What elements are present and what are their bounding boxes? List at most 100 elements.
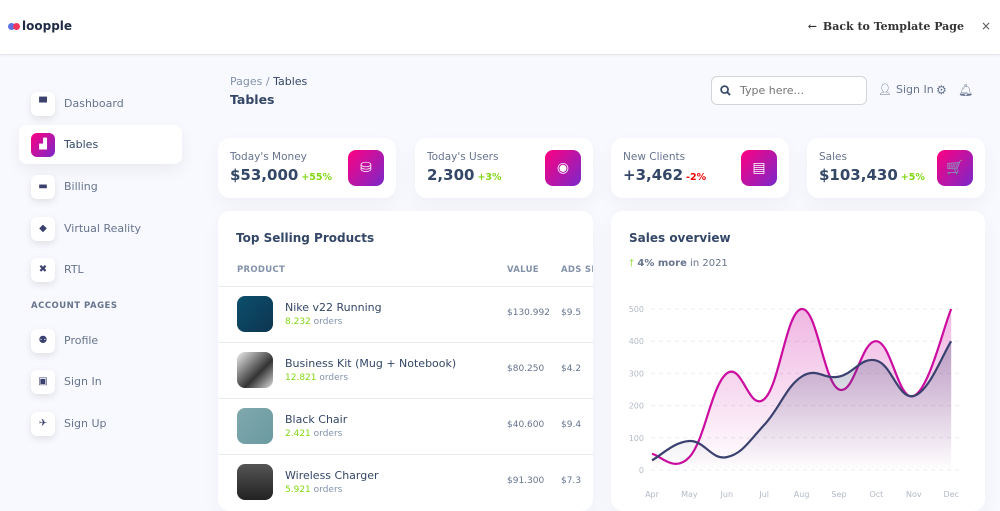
logo-icon bbox=[8, 22, 20, 30]
x-tick-label: Nov bbox=[906, 490, 922, 499]
page-title: Tables bbox=[230, 92, 275, 107]
stat-card: Today's Users 2,300 +3% ◉ bbox=[415, 138, 593, 198]
sidebar-item-dashboard[interactable]: ▀ Dashboard bbox=[19, 84, 182, 123]
stat-card: Today's Money $53,000 +55% ⛁ bbox=[218, 138, 396, 198]
y-tick-label: 100 bbox=[629, 434, 644, 443]
sidebar-item-virtual-reality[interactable]: ◆ Virtual Reality bbox=[19, 209, 182, 248]
top-bar: loopple ← Back to Template Page × bbox=[0, 0, 1000, 55]
shop-icon: ▀ bbox=[31, 91, 55, 116]
stat-card: New Clients +3,462 -2% ▤ bbox=[611, 138, 789, 198]
product-value: $40.600 bbox=[507, 420, 545, 430]
orders-count: 5.921 bbox=[285, 485, 311, 495]
sidebar-item-label: Dashboard bbox=[64, 97, 124, 110]
sidebar-item-profile[interactable]: ⚉ Profile bbox=[19, 321, 182, 360]
table-title: Top Selling Products bbox=[236, 231, 375, 245]
sign-in-link[interactable]: 👤︎ Sign In bbox=[878, 83, 934, 96]
stat-value: $103,430 +5% bbox=[819, 166, 925, 184]
table-row[interactable]: Wireless Charger 5.921 orders $91.300 $7.3 bbox=[218, 454, 593, 510]
table-row[interactable]: Business Kit (Mug + Notebook) 12.821 orde… bbox=[218, 342, 593, 398]
orders-count: 12.821 bbox=[285, 373, 317, 383]
search-box[interactable] bbox=[711, 76, 867, 105]
series-area-2 bbox=[652, 341, 952, 470]
x-tick-label: Jun bbox=[720, 490, 734, 499]
y-tick-label: 0 bbox=[639, 466, 644, 475]
credit-card-icon: ▬ bbox=[31, 174, 55, 199]
back-label: Back to Template Page bbox=[822, 20, 964, 33]
subtitle-bold: 4% more bbox=[637, 258, 687, 269]
stat-change: +5% bbox=[900, 172, 925, 183]
product-ads-spent: $9.4 bbox=[561, 420, 582, 430]
stat-number: $53,000 bbox=[230, 166, 299, 184]
breadcrumb-current: Tables bbox=[273, 75, 308, 88]
y-tick-label: 300 bbox=[629, 369, 644, 378]
document-icon: ▣ bbox=[31, 369, 55, 394]
breadcrumb: Pages / Tables bbox=[230, 75, 307, 88]
orders-count: 8.232 bbox=[285, 317, 311, 327]
product-orders: 5.921 orders bbox=[285, 485, 342, 495]
sidebar-item-sign-up[interactable]: ✈ Sign Up bbox=[19, 404, 182, 443]
stat-card: Sales $103,430 +5% 🛒 bbox=[807, 138, 985, 198]
product-ads-spent: $4.2 bbox=[561, 364, 582, 374]
table-row[interactable]: Nike v22 Running 8.232 orders $130.992 $9.5 bbox=[218, 286, 593, 342]
sidebar-item-tables[interactable]: ▟ Tables bbox=[19, 125, 182, 164]
sidebar-item-billing[interactable]: ▬ Billing bbox=[19, 167, 182, 206]
stat-icon: ⛁ bbox=[348, 150, 384, 186]
stat-icon: ▤ bbox=[741, 150, 777, 186]
y-tick-label: 500 bbox=[629, 305, 644, 314]
product-ads-spent: $7.3 bbox=[561, 476, 582, 486]
gear-icon[interactable]: ⚙ bbox=[936, 83, 947, 97]
breadcrumb-separator: / bbox=[265, 75, 270, 88]
orders-label: orders bbox=[319, 373, 349, 383]
customer-support-icon: ⚉ bbox=[31, 328, 55, 353]
stat-number: +3,462 bbox=[623, 166, 684, 184]
sidebar-item-label: Profile bbox=[64, 334, 99, 347]
orders-label: orders bbox=[313, 429, 343, 439]
product-name: Black Chair bbox=[285, 413, 348, 426]
box-icon: ◆ bbox=[31, 216, 55, 241]
stat-number: 2,300 bbox=[427, 166, 475, 184]
chart-subtitle: 🡑 4% more in 2021 bbox=[629, 256, 728, 273]
settings-tools-icon: ✖ bbox=[31, 257, 55, 282]
stat-number: $103,430 bbox=[819, 166, 898, 184]
sidebar-item-label: Tables bbox=[64, 138, 99, 151]
x-tick-label: Jul bbox=[758, 490, 769, 499]
sidebar-item-label: Virtual Reality bbox=[64, 222, 142, 235]
product-image bbox=[237, 352, 273, 388]
stat-label: Today's Users bbox=[427, 151, 499, 163]
column-header: PRODUCT bbox=[237, 265, 286, 275]
product-value: $80.250 bbox=[507, 364, 545, 374]
spaceship-icon: ✈ bbox=[31, 411, 55, 436]
logo[interactable]: loopple bbox=[8, 19, 72, 33]
product-image bbox=[237, 296, 273, 332]
orders-label: orders bbox=[313, 317, 343, 327]
stat-value: +3,462 -2% bbox=[623, 166, 706, 184]
table-row[interactable]: Black Chair 2.421 orders $40.600 $9.4 bbox=[218, 398, 593, 454]
x-tick-label: May bbox=[681, 490, 698, 499]
user-icon: 👤︎ bbox=[878, 83, 892, 96]
breadcrumb-pages[interactable]: Pages bbox=[230, 75, 263, 88]
sidebar-item-sign-in[interactable]: ▣ Sign In bbox=[19, 362, 182, 401]
product-name: Wireless Charger bbox=[285, 469, 379, 482]
arrow-up-icon: 🡑 bbox=[629, 258, 635, 269]
x-tick-label: Oct bbox=[869, 490, 883, 499]
search-input[interactable] bbox=[740, 84, 850, 97]
stat-change: +3% bbox=[477, 172, 502, 183]
sidebar-item-rtl[interactable]: ✖ RTL bbox=[19, 250, 182, 289]
column-header: VALUE bbox=[507, 265, 539, 275]
y-tick-label: 400 bbox=[629, 337, 644, 346]
chart-title: Sales overview bbox=[629, 231, 731, 245]
office-icon: ▟ bbox=[31, 132, 55, 157]
sidebar-item-label: Billing bbox=[64, 180, 98, 193]
product-name: Nike v22 Running bbox=[285, 301, 382, 314]
bell-icon[interactable]: 🔔︎ bbox=[958, 83, 974, 97]
sales-line-chart: 0 100 200 300 400 500 Apr May Jun Jul Aug Sep Oct Nov… bbox=[629, 305, 963, 499]
product-orders: 12.821 orders bbox=[285, 373, 348, 383]
column-header: ADS SPI bbox=[561, 265, 593, 275]
back-to-template-link[interactable]: ← Back to Template Page bbox=[808, 20, 964, 33]
stat-icon: 🛒 bbox=[937, 150, 973, 186]
stat-change: +55% bbox=[301, 172, 333, 183]
x-tick-label: Sep bbox=[831, 490, 846, 499]
series-line-2 bbox=[651, 340, 953, 462]
close-icon[interactable]: × bbox=[980, 19, 991, 33]
product-image bbox=[237, 408, 273, 444]
